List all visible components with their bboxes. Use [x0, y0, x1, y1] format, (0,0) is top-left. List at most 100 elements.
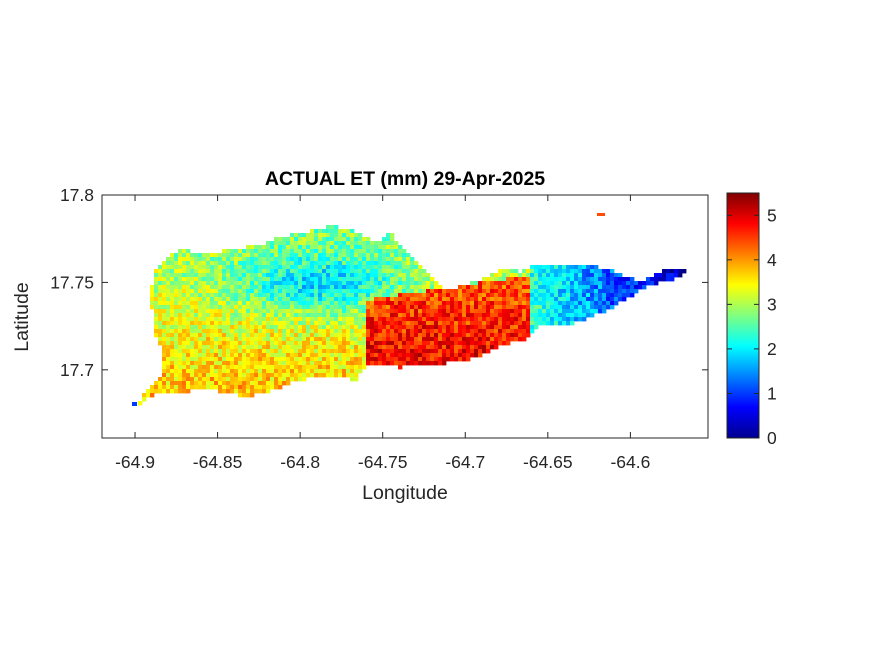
et-cell [162, 377, 167, 382]
et-cell [170, 281, 175, 286]
et-cell [210, 277, 215, 282]
et-cell [558, 285, 563, 290]
et-cell [434, 281, 439, 286]
et-cell [298, 317, 303, 322]
et-cell [386, 297, 391, 302]
et-cell [518, 329, 523, 334]
et-cell [482, 297, 487, 302]
et-cell [378, 305, 383, 310]
et-cell [390, 337, 395, 342]
et-cell [370, 241, 375, 246]
et-cell [290, 257, 295, 262]
et-cell [162, 325, 167, 330]
et-cell [170, 389, 175, 394]
et-cell [274, 369, 279, 374]
et-cell [398, 269, 403, 274]
et-cell [222, 301, 227, 306]
et-cell [194, 305, 199, 310]
et-cell [366, 269, 371, 274]
et-cell [378, 281, 383, 286]
et-cell [346, 301, 351, 306]
et-cell [342, 317, 347, 322]
et-cell [374, 293, 379, 298]
et-cell [334, 261, 339, 266]
et-cell [302, 293, 307, 298]
et-cell [382, 277, 387, 282]
et-cell [386, 249, 391, 254]
et-cell [338, 349, 343, 354]
et-cell [206, 325, 211, 330]
et-cell [478, 305, 483, 310]
et-cell [358, 297, 363, 302]
et-cell [222, 349, 227, 354]
et-cell [230, 269, 235, 274]
et-cell [222, 341, 227, 346]
et-cell [482, 321, 487, 326]
et-cell [378, 337, 383, 342]
et-cell [458, 341, 463, 346]
et-cell [322, 277, 327, 282]
et-cell [302, 249, 307, 254]
et-cell [606, 285, 611, 290]
et-cell [318, 349, 323, 354]
et-cell [202, 309, 207, 314]
et-cell [470, 317, 475, 322]
et-cell [214, 353, 219, 358]
et-cell [338, 229, 343, 234]
et-cell [342, 365, 347, 370]
et-cell [318, 249, 323, 254]
et-cell [222, 345, 227, 350]
et-cell [158, 389, 163, 394]
et-cell [458, 357, 463, 362]
et-cell [226, 269, 231, 274]
et-cell [250, 325, 255, 330]
et-cell [238, 285, 243, 290]
et-cell [446, 353, 451, 358]
et-cell [326, 245, 331, 250]
et-cell [274, 385, 279, 390]
et-cell [294, 373, 299, 378]
et-cell [390, 357, 395, 362]
et-cell [498, 273, 503, 278]
et-cell [270, 357, 275, 362]
et-cell [234, 285, 239, 290]
et-cell [198, 345, 203, 350]
et-cell [362, 265, 367, 270]
y-tick-label: 17.8 [60, 185, 94, 205]
et-cell [270, 261, 275, 266]
et-cell [242, 385, 247, 390]
et-cell [570, 301, 575, 306]
et-cell [282, 237, 287, 242]
et-cell [502, 273, 507, 278]
et-cell [234, 273, 239, 278]
et-cell [214, 333, 219, 338]
et-cell [438, 321, 443, 326]
et-cell [258, 389, 263, 394]
et-cell [366, 341, 371, 346]
et-cell [590, 301, 595, 306]
et-cell [262, 377, 267, 382]
et-cell [246, 333, 251, 338]
et-cell [394, 285, 399, 290]
et-cell [182, 289, 187, 294]
et-cell [166, 357, 171, 362]
et-cell [622, 297, 627, 302]
et-cell [150, 305, 155, 310]
et-cell [494, 293, 499, 298]
et-cell [326, 289, 331, 294]
et-cell [582, 293, 587, 298]
et-cell [226, 281, 231, 286]
et-cell [326, 305, 331, 310]
et-cell [482, 289, 487, 294]
et-cell [450, 321, 455, 326]
et-cell [402, 253, 407, 258]
et-cell [578, 313, 583, 318]
et-cell [162, 301, 167, 306]
et-cell [158, 325, 163, 330]
et-cell [430, 353, 435, 358]
et-cell [206, 301, 211, 306]
et-cell [594, 293, 599, 298]
et-cell [174, 381, 179, 386]
et-cell [374, 285, 379, 290]
et-cell [154, 333, 159, 338]
